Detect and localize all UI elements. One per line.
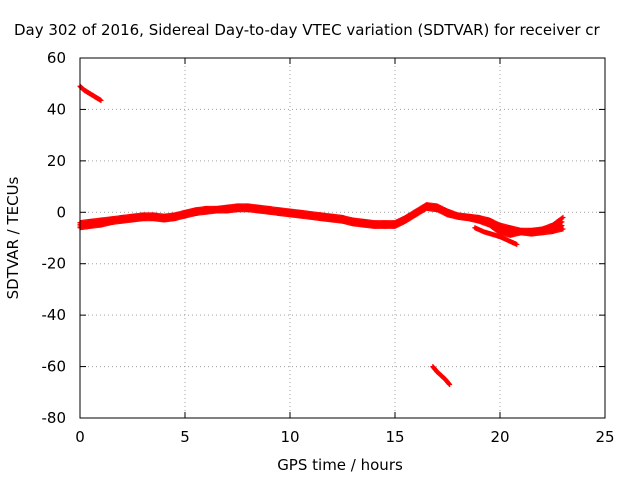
- y-tick-label: -20: [42, 255, 67, 273]
- y-tick-label: -80: [42, 409, 67, 427]
- grid: [80, 58, 605, 418]
- plot-frame: [79, 57, 606, 419]
- chart-title: Day 302 of 2016, Sidereal Day-to-day VTE…: [14, 21, 601, 39]
- data-point: [558, 219, 564, 225]
- data-points: [77, 83, 566, 388]
- axis-ticks: [79, 57, 606, 419]
- y-axis-label: SDTVAR / TECUs: [4, 176, 22, 299]
- y-tick-label: 60: [47, 49, 66, 67]
- y-tick-label: 20: [47, 152, 66, 170]
- data-point: [98, 97, 104, 103]
- data-point: [514, 241, 520, 247]
- y-tick-label: -40: [42, 306, 67, 324]
- data-point: [560, 214, 566, 220]
- data-point: [559, 219, 565, 225]
- data-point: [560, 226, 566, 232]
- x-tick-label: 10: [280, 428, 299, 446]
- x-tick-label: 0: [75, 428, 85, 446]
- axis-tick-labels: 0 5 10 15 20 25 -80 -60 -40 -20 0 20 40 60: [42, 49, 615, 446]
- x-tick-label: 5: [180, 428, 190, 446]
- y-tick-label: 40: [47, 100, 66, 118]
- y-tick-label: -60: [42, 358, 67, 376]
- x-axis-label: GPS time / hours: [277, 456, 403, 474]
- data-point: [447, 382, 453, 388]
- x-tick-label: 15: [385, 428, 404, 446]
- x-tick-label: 25: [595, 428, 614, 446]
- x-tick-label: 20: [490, 428, 509, 446]
- y-tick-label: 0: [56, 203, 66, 221]
